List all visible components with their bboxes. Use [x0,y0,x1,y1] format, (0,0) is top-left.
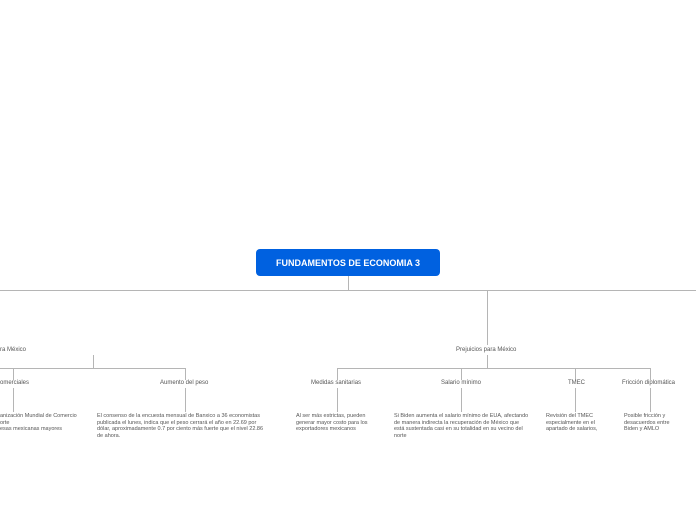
left-child-1-detail: anización Mundial de Comercio orte esas … [0,413,82,433]
connector-root-down [348,276,349,290]
connector-level1-h [0,290,696,291]
connector-rc4-v2 [650,388,651,412]
connector-right-v2 [487,355,488,368]
connector-lc1-v2 [13,388,14,412]
connector-rc3-v2 [575,388,576,412]
connector-lc2-v [185,368,186,380]
right-child-4-detail: Posible fricción y desacuerdos entre Bid… [624,413,680,433]
left-child-2-label: Aumento del peso [160,380,208,386]
connector-rc2-v2 [461,388,462,412]
right-child-1-detail: Al ser más estrictas, pueden generar may… [296,413,378,433]
connector-right-down [487,290,488,345]
connector-rc1-v2 [337,388,338,412]
right-child-3-label: TMEC [568,380,585,386]
connector-rc3-v [575,368,576,380]
right-child-1-label: Medidas sanitarias [311,380,361,386]
connector-lc2-v2 [185,388,186,412]
connector-rc1-v [337,368,338,380]
connector-lc1-v [13,368,14,380]
root-label: FUNDAMENTOS DE ECONOMIA 3 [276,258,420,268]
left-child-1-label: omerciales [0,380,29,386]
right-child-2-label: Salario mínimo [441,380,481,386]
right-child-3-detail: Revisión del TMEC especialmente en el ap… [546,413,608,433]
connector-rc2-v [461,368,462,380]
right-child-2-detail: Si Biden aumenta el salario mínimo de EU… [394,413,529,439]
branch-right-label: Prejuicios para México [456,347,516,353]
right-child-4-label: Fricción diplomática [622,380,675,386]
connector-rc4-v [650,368,651,380]
left-child-2-detail: El consenso de la encuesta mensual de Ba… [97,413,269,439]
connector-right-child-h [337,368,650,369]
branch-left-label: ra México [0,347,26,353]
root-node[interactable]: FUNDAMENTOS DE ECONOMIA 3 [256,249,440,276]
connector-left-child-h [0,368,185,369]
connector-left-child-v [93,355,94,368]
